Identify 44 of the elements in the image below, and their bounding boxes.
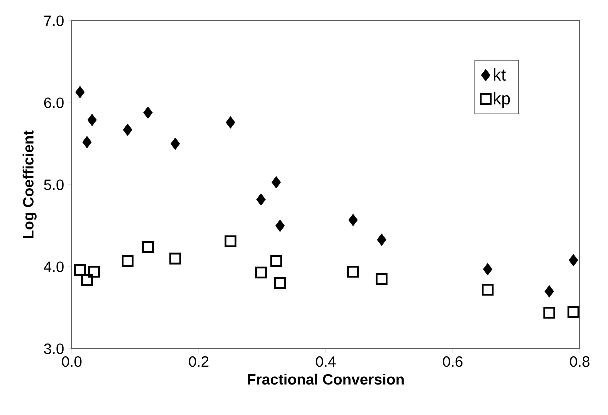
- point: [255, 266, 268, 279]
- x-tick-label: 0.4: [316, 356, 336, 368]
- x-tick-label: 0.8: [570, 356, 590, 368]
- y-axis-title: Log Coefficient: [22, 130, 37, 238]
- point: [81, 274, 94, 286]
- x-tick-label: 0.2: [189, 356, 209, 368]
- point: [377, 234, 387, 246]
- point: [256, 194, 266, 206]
- point: [347, 266, 360, 278]
- point: [74, 264, 86, 276]
- point: [483, 263, 493, 276]
- point: [142, 241, 154, 254]
- point: [224, 236, 237, 248]
- point: [272, 176, 282, 189]
- point: [544, 285, 554, 298]
- x-tick-label: 0.6: [443, 356, 463, 368]
- point: [568, 254, 578, 267]
- point: [170, 138, 180, 150]
- point: [144, 106, 153, 120]
- point: [348, 214, 358, 226]
- point: [376, 273, 388, 286]
- point: [568, 306, 580, 318]
- x-axis-title: Fractional Conversion: [248, 374, 404, 385]
- y-tick-label: 5.0: [44, 180, 64, 190]
- x-tick-label: 0.0: [62, 356, 82, 368]
- legend-label: kt: [494, 68, 506, 81]
- point: [88, 266, 100, 278]
- point: [482, 284, 494, 296]
- point: [76, 86, 85, 99]
- point: [276, 220, 285, 232]
- y-tick-label: 6.0: [44, 98, 64, 108]
- point: [170, 252, 182, 265]
- y-tick-label: 7.0: [44, 16, 64, 26]
- point: [123, 124, 133, 136]
- y-tick-label: 4.0: [44, 262, 64, 272]
- point: [544, 307, 556, 319]
- point: [122, 255, 134, 268]
- point: [270, 255, 282, 268]
- point: [82, 136, 92, 149]
- point: [88, 114, 98, 126]
- y-tick-label: 3.0: [44, 344, 64, 354]
- point: [274, 278, 286, 290]
- legend-label: kp: [494, 92, 510, 108]
- point: [226, 116, 236, 129]
